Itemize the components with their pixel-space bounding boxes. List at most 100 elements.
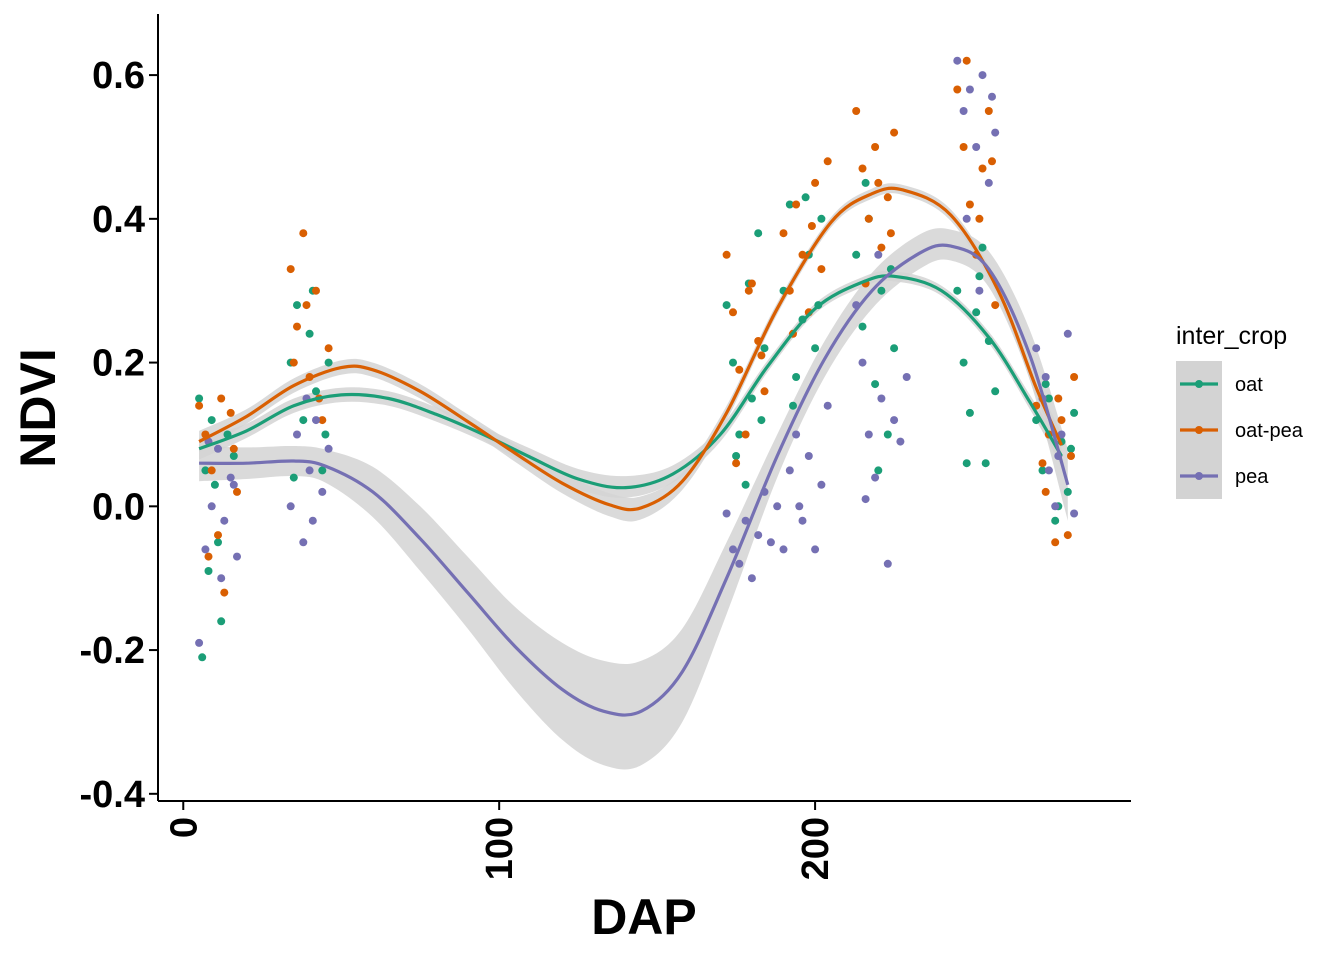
point-pea-2 [207,502,216,511]
point-oat-pea-23 [741,430,750,439]
point-pea-16 [324,444,333,453]
point-oat-46 [890,344,899,353]
point-oat-48 [874,466,883,475]
point-pea-14 [312,416,320,425]
point-oat-45 [883,430,892,439]
point-oat-pea-64 [1057,416,1066,425]
point-pea-19 [722,509,731,518]
point-oat-pea-36 [817,265,826,274]
point-oat-3 [207,416,216,425]
point-oat-pea-9 [229,444,238,453]
point-oat-pea-28 [744,286,753,295]
point-oat-54 [978,243,987,252]
point-pea-48 [953,56,962,65]
legend: inter_crop oat oat-pea pea [1176,322,1304,499]
point-oat-pea-7 [204,552,213,561]
point-oat-5 [217,617,226,626]
point-oat-pea-48 [874,178,883,187]
point-oat-pea-66 [1070,373,1079,381]
legend-title: inter_crop [1176,322,1287,350]
point-pea-21 [735,559,744,568]
point-pea-23 [747,574,756,583]
point-oat-14 [312,387,320,396]
point-oat-pea-56 [991,301,1000,310]
point-oat-pea-40 [852,107,861,115]
point-pea-33 [811,545,820,554]
x-tick-label: 200 [795,817,837,880]
point-oat-pea-29 [757,351,766,360]
point-pea-61 [1051,502,1060,511]
point-oat-25 [754,229,763,238]
point-oat-61 [1038,466,1047,475]
point-oat-2 [204,567,213,575]
point-oat-pea-61 [1038,459,1047,468]
smooth-line-oat [198,274,1063,490]
point-oat-pea-22 [735,365,744,374]
point-oat-pea-6 [233,487,241,496]
point-oat-pea-59 [988,157,996,166]
point-oat-pea-50 [953,85,962,94]
point-pea-36 [795,502,804,511]
point-pea-54 [991,128,1000,137]
point-oat-27 [732,452,741,460]
point-oat-pea-21 [729,308,737,317]
point-oat-8 [214,538,222,547]
point-oat-53 [972,308,981,317]
point-oat-36 [817,214,826,223]
point-pea-51 [972,143,981,151]
point-pea-39 [864,430,873,439]
point-pea-65 [1041,373,1050,381]
point-oat-50 [953,286,962,295]
point-oat-21 [729,358,737,367]
point-pea-26 [766,538,775,547]
point-oat-15 [318,466,327,475]
point-oat-pea-54 [978,164,987,173]
point-pea-38 [858,358,867,367]
point-pea-52 [978,71,987,80]
point-pea-30 [792,430,801,439]
point-oat-pea-20 [722,250,731,259]
point-pea-35 [823,401,832,410]
point-pea-41 [877,394,886,403]
point-pea-57 [988,92,996,101]
point-oat-13 [305,329,314,338]
point-oat-17 [289,473,298,482]
point-oat-16 [324,358,333,367]
point-oat-59 [975,272,984,281]
point-oat-pea-10 [286,265,295,274]
point-oat-6 [198,653,207,662]
point-pea-28 [779,545,788,554]
point-pea-56 [975,286,984,295]
point-pea-4 [220,516,229,525]
confidence-band-pea [199,228,1068,770]
point-pea-5 [226,473,235,482]
point-oat-pea-44 [877,243,886,252]
smooth-line-oat-pea [198,186,1063,512]
point-oat-23 [741,480,750,489]
point-oat-pea-69 [1067,452,1075,460]
point-oat-69 [1067,444,1075,453]
point-oat-66 [1070,408,1079,417]
point-oat-pea-8 [217,394,226,403]
point-oat-12 [299,416,308,425]
point-oat-4 [210,480,219,489]
point-pea-12 [299,538,308,547]
point-oat-pea-32 [792,200,801,209]
point-pea-3 [214,444,222,453]
y-tick-label: -0.4 [80,774,145,816]
x-axis-title: DAP [591,889,697,945]
point-oat-pea-2 [207,466,216,475]
legend-key-point-oat [1195,380,1203,388]
point-oat-67 [1041,380,1050,389]
point-oat-pea-45 [883,193,892,202]
point-pea-6 [233,552,241,561]
point-oat-62 [1044,394,1053,403]
ticks: -0.4 -0.2 0.0 0.2 0.4 0.6 0 100 200 [80,55,838,880]
point-oat-pea-55 [984,107,993,115]
point-oat-44 [877,286,886,295]
point-oat-pea-37 [823,157,832,166]
point-oat-22 [735,430,744,439]
y-tick-label: 0.0 [92,486,145,528]
point-oat-1 [201,466,210,475]
point-pea-24 [754,531,763,540]
